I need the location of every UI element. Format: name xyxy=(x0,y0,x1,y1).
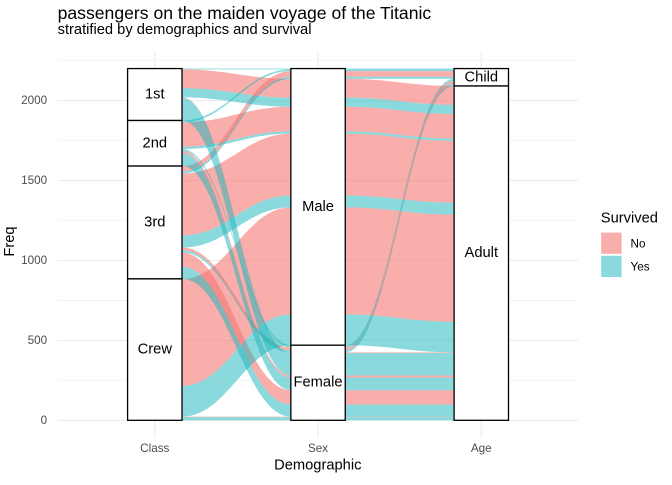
svg-text:Demographic: Demographic xyxy=(274,458,361,474)
svg-text:Adult: Adult xyxy=(465,245,498,261)
svg-text:0: 0 xyxy=(41,414,48,427)
svg-text:Crew: Crew xyxy=(138,342,173,358)
svg-text:1500: 1500 xyxy=(21,174,48,187)
svg-text:2000: 2000 xyxy=(21,94,48,107)
svg-text:Female: Female xyxy=(294,375,343,391)
svg-text:passengers on the maiden voyag: passengers on the maiden voyage of the T… xyxy=(58,3,432,23)
svg-text:3rd: 3rd xyxy=(144,214,165,230)
svg-text:Sex: Sex xyxy=(308,442,328,455)
svg-text:Age: Age xyxy=(471,442,492,455)
svg-text:Child: Child xyxy=(465,69,498,85)
svg-text:500: 500 xyxy=(28,334,48,347)
svg-text:1000: 1000 xyxy=(21,254,48,267)
svg-text:stratified by demographics and: stratified by demographics and survival xyxy=(58,22,312,38)
svg-text:Male: Male xyxy=(302,199,334,215)
svg-text:Class: Class xyxy=(140,442,169,455)
svg-text:Yes: Yes xyxy=(631,261,650,274)
svg-text:Survived: Survived xyxy=(601,211,658,227)
svg-text:2nd: 2nd xyxy=(143,135,168,151)
svg-text:Freq: Freq xyxy=(2,226,18,256)
svg-text:1st: 1st xyxy=(145,87,165,103)
svg-text:No: No xyxy=(631,237,646,250)
